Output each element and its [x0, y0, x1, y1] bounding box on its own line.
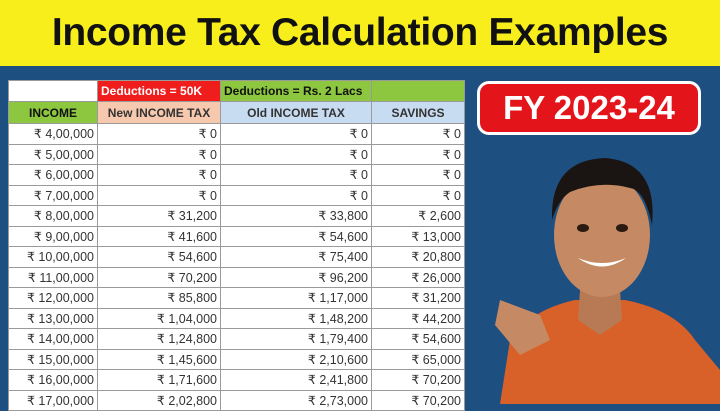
cell-new-tax: ₹ 1,71,600	[97, 369, 221, 391]
cell-old-tax: ₹ 54,600	[220, 225, 372, 247]
tax-comparison-table: Deductions = 50K Deductions = Rs. 2 Lacs…	[8, 80, 465, 411]
cell-savings: ₹ 0	[371, 184, 465, 206]
table-row: ₹ 15,00,000 ₹ 1,45,600 ₹ 2,10,600 ₹ 65,000	[8, 348, 465, 370]
cell-old-tax: ₹ 1,17,000	[220, 287, 372, 309]
column-header-savings: SAVINGS	[371, 101, 465, 124]
cell-savings: ₹ 70,200	[371, 369, 465, 391]
table-row: ₹ 9,00,000 ₹ 41,600 ₹ 54,600 ₹ 13,000	[8, 225, 465, 247]
group-header-row: Deductions = 50K Deductions = Rs. 2 Lacs	[8, 80, 465, 102]
table-row: ₹ 10,00,000 ₹ 54,600 ₹ 75,400 ₹ 20,800	[8, 246, 465, 268]
cell-savings: ₹ 31,200	[371, 287, 465, 309]
cell-income: ₹ 9,00,000	[8, 225, 98, 247]
cell-savings: ₹ 20,800	[371, 246, 465, 268]
cell-income: ₹ 6,00,000	[8, 164, 98, 186]
cell-new-tax: ₹ 1,04,000	[97, 307, 221, 329]
table-row: ₹ 11,00,000 ₹ 70,200 ₹ 96,200 ₹ 26,000	[8, 266, 465, 288]
table-row: ₹ 12,00,000 ₹ 85,800 ₹ 1,17,000 ₹ 31,200	[8, 287, 465, 309]
table-row: ₹ 16,00,000 ₹ 1,71,600 ₹ 2,41,800 ₹ 70,200	[8, 369, 465, 391]
cell-new-tax: ₹ 70,200	[97, 266, 221, 288]
table-row: ₹ 17,00,000 ₹ 2,02,800 ₹ 2,73,000 ₹ 70,200	[8, 389, 465, 411]
cell-old-tax: ₹ 1,48,200	[220, 307, 372, 329]
cell-income: ₹ 8,00,000	[8, 205, 98, 227]
cell-old-tax: ₹ 33,800	[220, 205, 372, 227]
cell-new-tax: ₹ 0	[97, 143, 221, 165]
cell-income: ₹ 17,00,000	[8, 389, 98, 411]
cell-income: ₹ 15,00,000	[8, 348, 98, 370]
cell-new-tax: ₹ 2,02,800	[97, 389, 221, 411]
table-row: ₹ 8,00,000 ₹ 31,200 ₹ 33,800 ₹ 2,600	[8, 205, 465, 227]
cell-income: ₹ 5,00,000	[8, 143, 98, 165]
table-row: ₹ 6,00,000 ₹ 0 ₹ 0 ₹ 0	[8, 164, 465, 186]
cell-savings: ₹ 44,200	[371, 307, 465, 329]
cell-old-tax: ₹ 0	[220, 123, 372, 145]
cell-savings: ₹ 54,600	[371, 328, 465, 350]
cell-old-tax: ₹ 0	[220, 164, 372, 186]
cell-income: ₹ 14,00,000	[8, 328, 98, 350]
group-header-empty	[8, 80, 98, 102]
column-header-income: INCOME	[8, 101, 98, 124]
cell-old-tax: ₹ 2,41,800	[220, 369, 372, 391]
cell-savings: ₹ 65,000	[371, 348, 465, 370]
cell-new-tax: ₹ 31,200	[97, 205, 221, 227]
cell-income: ₹ 13,00,000	[8, 307, 98, 329]
cell-old-tax: ₹ 2,73,000	[220, 389, 372, 411]
cell-old-tax: ₹ 0	[220, 184, 372, 206]
cell-savings: ₹ 0	[371, 164, 465, 186]
fiscal-year-badge: FY 2023-24	[477, 81, 701, 135]
table-row: ₹ 7,00,000 ₹ 0 ₹ 0 ₹ 0	[8, 184, 465, 206]
cell-old-tax: ₹ 1,79,400	[220, 328, 372, 350]
cell-new-tax: ₹ 1,45,600	[97, 348, 221, 370]
cell-income: ₹ 7,00,000	[8, 184, 98, 206]
cell-savings: ₹ 26,000	[371, 266, 465, 288]
column-header-old-tax: Old INCOME TAX	[220, 101, 372, 124]
cell-new-tax: ₹ 54,600	[97, 246, 221, 268]
table-row: ₹ 4,00,000 ₹ 0 ₹ 0 ₹ 0	[8, 123, 465, 145]
group-header-old-deductions: Deductions = Rs. 2 Lacs	[220, 80, 372, 102]
cell-new-tax: ₹ 0	[97, 164, 221, 186]
column-header-new-tax: New INCOME TAX	[97, 101, 221, 124]
cell-savings: ₹ 0	[371, 143, 465, 165]
cell-new-tax: ₹ 0	[97, 184, 221, 206]
cell-savings: ₹ 0	[371, 123, 465, 145]
cell-new-tax: ₹ 41,600	[97, 225, 221, 247]
cell-new-tax: ₹ 85,800	[97, 287, 221, 309]
cell-income: ₹ 4,00,000	[8, 123, 98, 145]
cell-savings: ₹ 2,600	[371, 205, 465, 227]
cell-income: ₹ 10,00,000	[8, 246, 98, 268]
thumbnail-title: Income Tax Calculation Examples	[0, 0, 720, 66]
table-row: ₹ 14,00,000 ₹ 1,24,800 ₹ 1,79,400 ₹ 54,600	[8, 328, 465, 350]
cell-new-tax: ₹ 0	[97, 123, 221, 145]
cell-old-tax: ₹ 75,400	[220, 246, 372, 268]
cell-income: ₹ 16,00,000	[8, 369, 98, 391]
cell-savings: ₹ 70,200	[371, 389, 465, 411]
cell-income: ₹ 11,00,000	[8, 266, 98, 288]
cell-old-tax: ₹ 2,10,600	[220, 348, 372, 370]
column-header-row: INCOME New INCOME TAX Old INCOME TAX SAV…	[8, 101, 465, 124]
table-row: ₹ 5,00,000 ₹ 0 ₹ 0 ₹ 0	[8, 143, 465, 165]
cell-old-tax: ₹ 96,200	[220, 266, 372, 288]
cell-savings: ₹ 13,000	[371, 225, 465, 247]
cell-new-tax: ₹ 1,24,800	[97, 328, 221, 350]
group-header-new-deductions: Deductions = 50K	[97, 80, 221, 102]
cell-income: ₹ 12,00,000	[8, 287, 98, 309]
cell-old-tax: ₹ 0	[220, 143, 372, 165]
group-header-savings	[371, 80, 465, 102]
presenter-photo	[495, 158, 720, 404]
table-row: ₹ 13,00,000 ₹ 1,04,000 ₹ 1,48,200 ₹ 44,200	[8, 307, 465, 329]
